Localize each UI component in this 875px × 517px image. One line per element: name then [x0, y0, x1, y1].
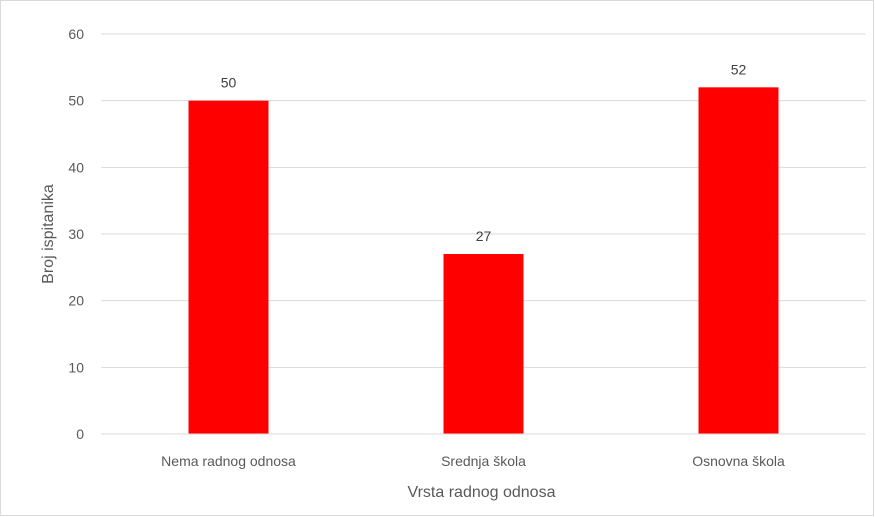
y-tick-label: 30	[68, 226, 84, 242]
y-tick-label: 50	[68, 93, 84, 109]
y-tick-label: 40	[68, 159, 84, 175]
data-label: 27	[476, 228, 492, 244]
bar	[443, 254, 524, 434]
bar	[698, 87, 779, 434]
data-label: 50	[221, 75, 237, 91]
y-tick-label: 20	[68, 293, 84, 309]
x-axis-title: Vrsta radnog odnosa	[408, 484, 556, 501]
x-tick-label: Srednja škola	[441, 453, 526, 469]
x-tick-label: Osnovna škola	[692, 453, 785, 469]
y-tick-label: 0	[76, 426, 84, 442]
y-axis-tick-labels: 0 10 20 30 40 50 60	[68, 26, 84, 442]
bars	[188, 87, 779, 435]
data-labels: 50 27 52	[221, 61, 747, 244]
x-tick-label: Nema radnog odnosa	[161, 453, 296, 469]
bar	[188, 100, 269, 435]
y-tick-label: 60	[68, 26, 84, 42]
y-axis-title: Broj ispitanika	[40, 184, 57, 284]
y-tick-label: 10	[68, 359, 84, 375]
data-label: 52	[731, 61, 747, 77]
x-axis-tick-labels: Nema radnog odnosa Srednja škola Osnovna š…	[161, 453, 785, 469]
